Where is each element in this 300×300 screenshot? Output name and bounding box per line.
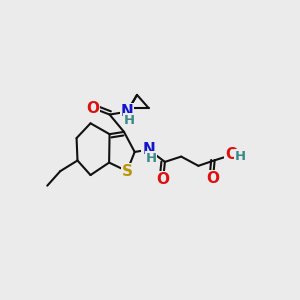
Text: N: N — [142, 142, 155, 157]
Text: H: H — [146, 152, 157, 165]
Text: O: O — [157, 172, 169, 187]
Text: H: H — [124, 114, 135, 127]
Text: H: H — [235, 150, 246, 163]
Text: O: O — [86, 100, 99, 116]
Text: N: N — [121, 104, 134, 119]
Text: O: O — [225, 148, 238, 163]
Text: S: S — [122, 164, 133, 178]
Text: O: O — [206, 171, 220, 186]
